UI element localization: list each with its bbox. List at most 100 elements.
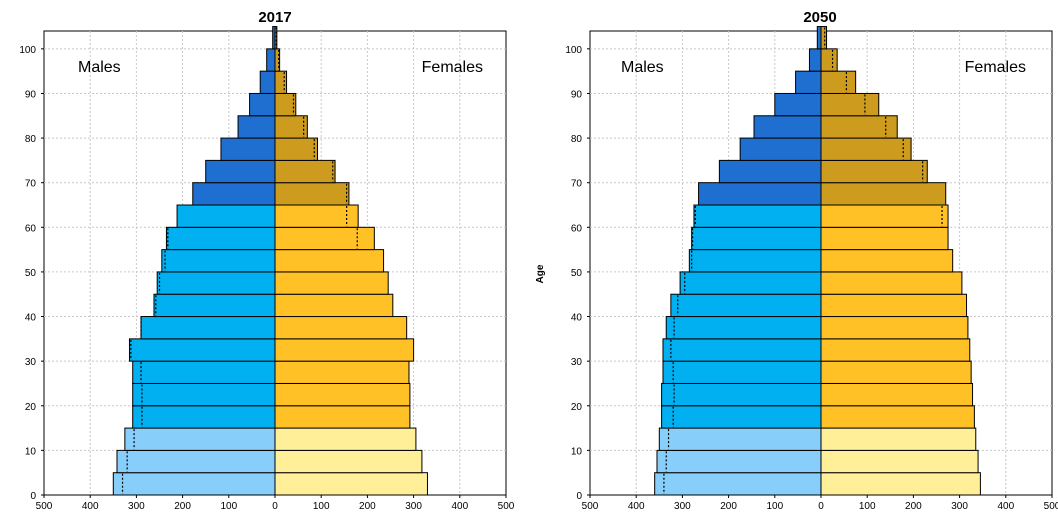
x-tick-label: 100 [859, 501, 876, 512]
y-tick-label: 90 [25, 89, 37, 100]
female-bar-80-84 [274, 115, 308, 139]
y-tick-label: 10 [571, 446, 583, 457]
male-bar-20-24 [661, 382, 822, 407]
females-label-2050: Females [965, 59, 1026, 76]
male-bar-55-59 [165, 226, 276, 251]
male-bar-50-54 [688, 249, 822, 273]
male-bar-95-99 [266, 48, 276, 72]
x-tick-label: 500 [36, 501, 53, 512]
female-bar-65-69 [820, 182, 947, 206]
female-bar-35-39 [820, 316, 969, 340]
male-bar-90-94 [795, 70, 822, 94]
male-bar-70-74 [718, 159, 822, 184]
bars-2017 [112, 26, 428, 496]
female-bar-55-59 [820, 226, 949, 251]
y-tick-label: 60 [571, 223, 583, 234]
chart-title-2050: 2050 [803, 9, 836, 26]
female-bar-35-39 [274, 316, 408, 340]
y-tick-label: 30 [25, 357, 37, 368]
female-bar-25-29 [274, 360, 410, 384]
female-bar-100+ [274, 26, 278, 50]
male-bar-35-39 [140, 316, 276, 340]
female-bar-50-54 [274, 249, 385, 273]
y-tick-label: 40 [25, 313, 37, 324]
y-tick-label: 20 [25, 402, 37, 413]
female-bar-85-89 [820, 92, 880, 117]
y-tick-label: 50 [571, 268, 583, 279]
female-bar-85-89 [274, 92, 297, 117]
male-bar-50-54 [161, 249, 276, 273]
male-bar-0-4 [112, 472, 276, 496]
y-tick-label: 70 [25, 179, 37, 190]
x-tick-label: 100 [313, 501, 330, 512]
male-bar-5-9 [656, 449, 822, 474]
male-bar-45-49 [156, 271, 276, 295]
female-bar-100+ [820, 26, 828, 50]
x-tick-label: 300 [674, 501, 691, 512]
male-bar-70-74 [205, 159, 276, 184]
female-bar-40-44 [820, 293, 968, 318]
male-bar-10-14 [658, 427, 822, 451]
x-tick-label: 200 [905, 501, 922, 512]
female-bar-70-74 [820, 159, 928, 184]
female-bar-0-4 [274, 472, 428, 496]
male-bar-40-44 [670, 293, 822, 318]
male-bar-75-79 [739, 137, 822, 161]
female-bar-20-24 [820, 382, 974, 407]
female-bar-95-99 [820, 48, 838, 72]
x-tick-label: 100 [766, 501, 783, 512]
female-bar-60-64 [274, 204, 359, 228]
male-bar-45-49 [679, 271, 822, 295]
y-tick-label: 100 [19, 45, 36, 56]
y-tick-label: 20 [571, 402, 583, 413]
y-tick-label: 30 [571, 357, 583, 368]
female-bar-45-49 [820, 271, 963, 295]
male-bar-65-69 [192, 182, 276, 206]
males-label-2017: Males [78, 59, 121, 76]
y-tick-label: 70 [571, 179, 583, 190]
male-bar-5-9 [116, 449, 276, 474]
x-tick-label: 400 [628, 501, 645, 512]
y-tick-label: 10 [25, 446, 37, 457]
y-tick-label: 90 [571, 89, 583, 100]
x-tick-label: 400 [82, 501, 99, 512]
female-bar-45-49 [274, 271, 389, 295]
female-bar-10-14 [274, 427, 417, 451]
x-tick-label: 200 [174, 501, 191, 512]
female-bar-30-34 [274, 338, 415, 362]
male-bar-35-39 [665, 316, 822, 340]
male-bar-55-59 [691, 226, 822, 251]
female-bar-90-94 [274, 70, 288, 94]
male-bar-0-4 [654, 472, 822, 496]
female-bar-40-44 [274, 293, 394, 318]
male-bar-65-69 [698, 182, 822, 206]
x-tick-label: 500 [1044, 501, 1058, 512]
x-tick-label: 200 [359, 501, 376, 512]
ticks-2050: 500 400 300 200 100 0 100 200 300 400 500010203040… [565, 45, 1058, 512]
female-bar-90-94 [820, 70, 857, 94]
chart-title-2017: 2017 [258, 9, 291, 26]
male-bar-60-64 [176, 204, 276, 228]
y-tick-label: 80 [25, 134, 37, 145]
female-bar-50-54 [820, 249, 954, 273]
females-label-2017: Females [422, 59, 483, 76]
male-bar-100+ [816, 26, 822, 50]
male-bar-75-79 [220, 137, 276, 161]
x-tick-label: 0 [272, 501, 278, 512]
female-bar-0-4 [820, 472, 981, 496]
age-axis-title: Age [535, 264, 546, 283]
female-bar-15-19 [274, 405, 411, 429]
male-bar-90-94 [259, 70, 276, 94]
male-bar-10-14 [124, 427, 276, 451]
males-label-2050: Males [621, 59, 664, 76]
male-bar-15-19 [661, 405, 822, 429]
female-bar-5-9 [820, 449, 979, 474]
male-bar-85-89 [774, 92, 822, 117]
y-tick-label: 100 [565, 45, 582, 56]
bars-2050 [654, 26, 981, 496]
y-tick-label: 60 [25, 223, 37, 234]
x-tick-label: 200 [720, 501, 737, 512]
y-tick-label: 50 [25, 268, 37, 279]
panel-2017: 2017 500 400 300 200 100 0 100 200 300 400 5000102… [19, 9, 514, 512]
